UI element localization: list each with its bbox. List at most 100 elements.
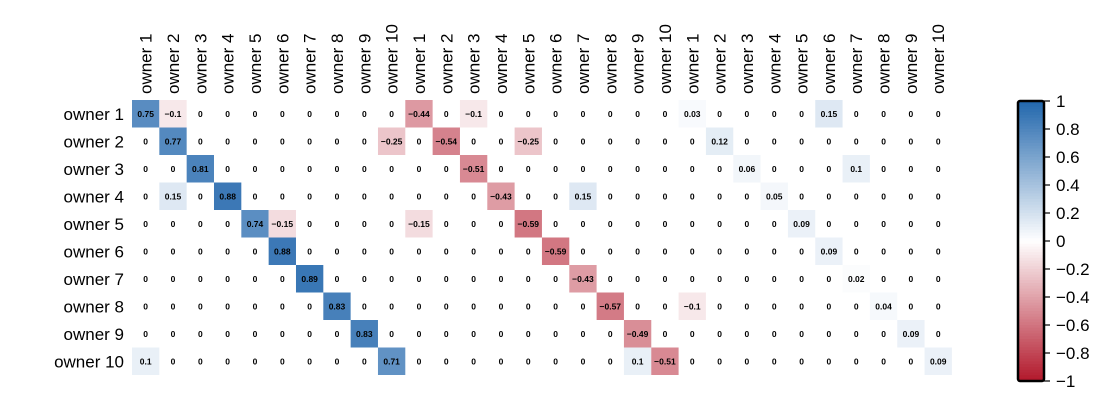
cell-value-label: 0 — [881, 191, 886, 201]
cell-value-label: 0 — [772, 329, 777, 339]
colorbar-segment — [1018, 322, 1044, 326]
colorbar-segment — [1018, 316, 1044, 320]
cell-value-label: 0 — [690, 274, 695, 284]
colorbar-segment — [1018, 285, 1044, 290]
cell-value-label: 0.09 — [793, 219, 810, 229]
cell-value-label: 0 — [280, 191, 285, 201]
cell-value-label: 0 — [635, 274, 640, 284]
cell-value-label: 0 — [499, 274, 504, 284]
cell-value-label: 0 — [526, 301, 531, 311]
column-label: owner 6 — [820, 34, 839, 94]
cell-value-label: 0 — [526, 164, 531, 174]
colorbar-segment — [1018, 325, 1044, 329]
colorbar-segment — [1018, 266, 1044, 270]
cell-value-label: 0 — [526, 109, 531, 119]
heatmap-cell — [350, 320, 378, 348]
cell-value-label: 0 — [444, 191, 449, 201]
heatmap-cell — [760, 182, 788, 210]
cell-value-label: 0 — [663, 109, 668, 119]
cell-value-label: 0 — [936, 164, 941, 174]
cell-value-label: 0 — [799, 356, 804, 366]
cell-value-label: 0 — [854, 191, 859, 201]
column-label: owner 9 — [902, 34, 921, 94]
cell-value-label: −0.54 — [436, 136, 458, 146]
cell-value-label: 0 — [389, 191, 394, 201]
colorbar-segment — [1018, 336, 1044, 340]
cell-value-label: 0 — [663, 246, 668, 256]
cell-value-label: 0 — [799, 329, 804, 339]
colorbar-segment — [1018, 355, 1044, 360]
column-label: owner 10 — [383, 24, 402, 94]
cell-value-label: 0 — [936, 136, 941, 146]
colorbar-segment — [1018, 199, 1044, 203]
colorbar-segment — [1018, 297, 1044, 301]
cell-value-label: 0 — [553, 301, 558, 311]
colorbar-tick-label: 0.4 — [1056, 176, 1080, 195]
cell-value-label: 0 — [663, 274, 668, 284]
cell-value-label: 0 — [198, 136, 203, 146]
colorbar-segment — [1018, 171, 1044, 175]
cell-value-label: 0.15 — [575, 191, 592, 201]
cell-value-label: 0 — [171, 356, 176, 366]
colorbar-segment — [1018, 367, 1044, 371]
cell-value-label: 0 — [635, 164, 640, 174]
cell-value-label: 0 — [717, 329, 722, 339]
cell-value-label: 0 — [663, 164, 668, 174]
cell-value-label: 0 — [745, 356, 750, 366]
heatmap-cell — [377, 127, 406, 155]
heatmap-cell — [569, 182, 597, 210]
cell-value-label: 0 — [827, 136, 832, 146]
column-label: owner 3 — [191, 34, 210, 94]
heatmap-cell — [897, 320, 925, 348]
cell-value-label: 0 — [608, 219, 613, 229]
colorbar-segment — [1018, 176, 1044, 180]
heatmap-cell-labels: 0.75 −0.1 0 0 0 0 0 0 0 0 −0.44 0 −0.1 0 0 0 0 0 0 0 0.03 0 0 0… — [137, 109, 946, 367]
cell-value-label: 0 — [335, 219, 340, 229]
cell-value-label: 0 — [335, 191, 340, 201]
column-label: owner 7 — [574, 34, 593, 94]
cell-value-label: −0.57 — [600, 301, 622, 311]
heatmap-cell — [842, 265, 870, 293]
colorbar-segment — [1018, 311, 1044, 315]
cell-value-label: 0 — [881, 356, 886, 366]
colorbar-tick-label: 0.8 — [1056, 120, 1080, 139]
cell-value-label: 0.15 — [165, 191, 182, 201]
colorbar-segment — [1018, 227, 1044, 231]
colorbar-segment — [1018, 313, 1044, 318]
cell-value-label: 0.05 — [766, 191, 783, 201]
cell-value-label: 0.89 — [301, 274, 318, 284]
cell-value-label: 0 — [362, 164, 367, 174]
row-label: owner 3 — [64, 160, 124, 179]
cell-value-label: 0 — [417, 164, 422, 174]
colorbar-segment — [1018, 260, 1044, 264]
cell-value-label: 0 — [499, 164, 504, 174]
heatmap-cells — [132, 100, 952, 375]
cell-value-label: 0 — [854, 246, 859, 256]
cell-value-label: 0 — [253, 164, 258, 174]
cell-value-label: 0 — [171, 164, 176, 174]
cell-value-label: 0 — [690, 356, 695, 366]
cell-value-label: 0.1 — [632, 356, 644, 366]
cell-value-label: 0 — [198, 301, 203, 311]
column-label: owner 10 — [929, 24, 948, 94]
cell-value-label: 0 — [909, 274, 914, 284]
cell-value-label: 0 — [909, 136, 914, 146]
cell-value-label: 0 — [745, 136, 750, 146]
cell-value-label: 0 — [745, 274, 750, 284]
cell-value-label: 0 — [581, 109, 586, 119]
heatmap-cell — [459, 155, 488, 183]
cell-value-label: 0 — [389, 301, 394, 311]
colorbar-segment — [1018, 238, 1044, 242]
cell-value-label: 0 — [799, 246, 804, 256]
colorbar-segment — [1018, 339, 1044, 343]
cell-value-label: 0 — [171, 329, 176, 339]
cell-value-label: 0 — [253, 246, 258, 256]
cell-value-label: 0 — [827, 356, 832, 366]
cell-value-label: 0 — [690, 191, 695, 201]
cell-value-label: −0.25 — [518, 136, 540, 146]
colorbar-segment — [1018, 165, 1044, 169]
colorbar-segment — [1018, 224, 1044, 228]
cell-value-label: 0 — [253, 191, 258, 201]
heatmap-cell — [815, 100, 843, 128]
cell-value-label: 0 — [499, 246, 504, 256]
